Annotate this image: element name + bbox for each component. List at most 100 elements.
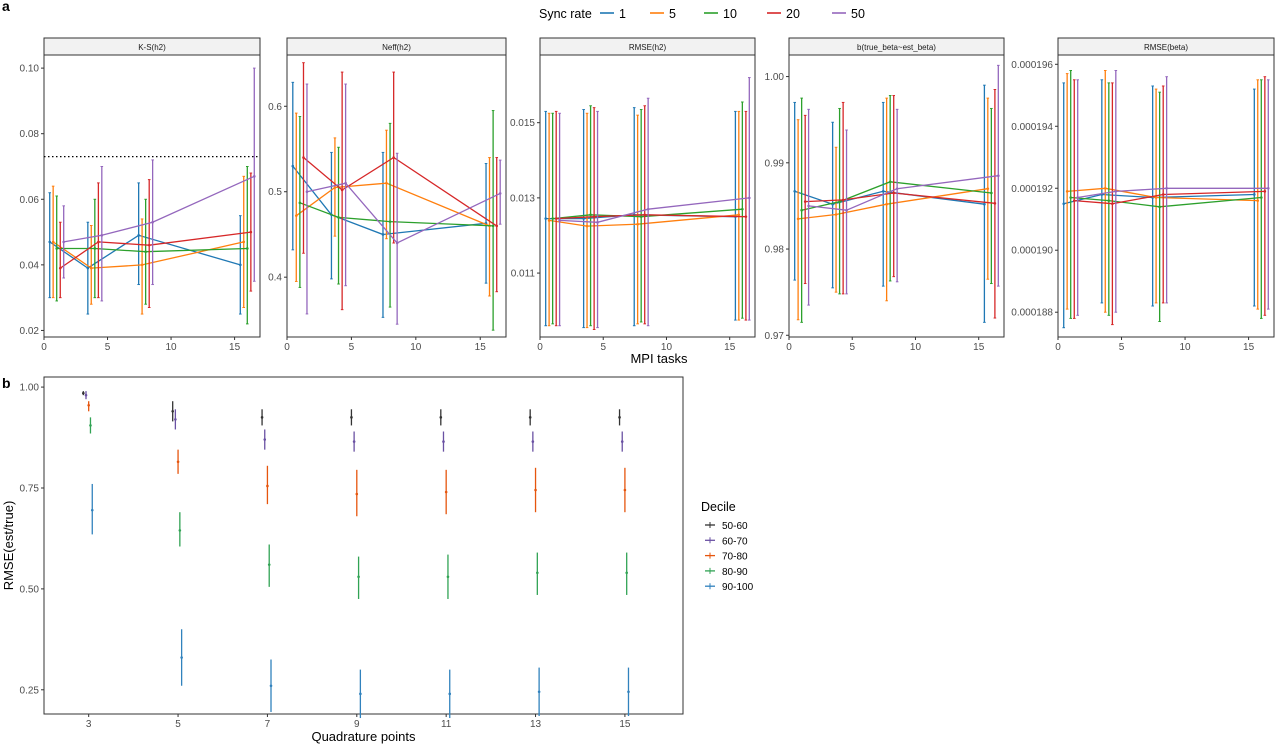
facet-1: K-S(h2) 0.02 0.04 0.06 0.08 0.10 0 5 10 15 (20, 37, 261, 353)
y-tick-label: 0.000190 (1011, 246, 1053, 257)
x-tick-label: 15 (619, 719, 631, 730)
y-tick-label: 0.97 (765, 331, 785, 342)
series-10 (551, 101, 744, 327)
data-point (1076, 196, 1079, 199)
y-tick-label: 0.011 (511, 269, 536, 280)
data-point (350, 416, 353, 419)
data-point (646, 207, 650, 211)
y-tick-label: 0.000188 (1011, 308, 1053, 319)
data-point (807, 204, 810, 208)
data-point (260, 416, 264, 419)
data-point (392, 156, 395, 159)
data-point (48, 240, 52, 244)
data-point (171, 410, 174, 413)
data-point (82, 391, 85, 395)
data-point (444, 490, 448, 494)
data-point (352, 440, 356, 443)
data-point (174, 418, 177, 421)
data-point (1263, 190, 1267, 193)
data-point (737, 213, 741, 217)
series-20 (803, 88, 997, 319)
data-point (90, 508, 94, 512)
x-tick-label: 11 (441, 719, 452, 730)
data-point (1107, 199, 1111, 202)
series-line-10 (299, 202, 494, 227)
data-point (990, 191, 993, 195)
data-point (266, 484, 269, 488)
data-point (547, 219, 551, 222)
data-point (623, 488, 627, 492)
series-50 (807, 64, 1000, 306)
y-tick-label: 0.75 (20, 483, 40, 494)
data-point (1154, 196, 1158, 199)
data-point (269, 684, 273, 688)
series-1 (291, 81, 488, 318)
data-point (344, 181, 347, 185)
data-point (84, 393, 88, 397)
x-tick-label: 5 (849, 342, 855, 353)
data-point (242, 240, 246, 244)
data-point (151, 220, 154, 224)
data-point (1103, 186, 1107, 190)
data-point (87, 403, 90, 407)
series-line-20 (59, 231, 251, 269)
legend-label-90-100: 90-100 (722, 582, 754, 593)
data-point (55, 247, 59, 250)
series-line-5 (295, 182, 490, 227)
facet-title: b(true_beta~est_beta) (857, 43, 936, 52)
data-point (625, 571, 628, 575)
data-point (51, 240, 55, 244)
x-tick-label: 15 (1243, 342, 1255, 353)
x-tick-label: 10 (1179, 342, 1191, 353)
data-point (97, 240, 100, 244)
data-point (58, 266, 62, 270)
y-axis-label-b: RMSE(est/true) (1, 501, 16, 591)
data-point (385, 181, 388, 185)
data-point (180, 656, 183, 659)
y-tick-label: 1.00 (20, 383, 40, 394)
data-point (86, 266, 90, 270)
x-tick-label: 0 (41, 342, 47, 353)
series-5 (294, 112, 491, 297)
data-point (263, 438, 267, 441)
panel-b-tag: b (2, 375, 11, 391)
data-point (537, 690, 541, 694)
data-point (140, 263, 144, 267)
facet-5: RMSE(beta) 0.000188 0.000190 0.000192 0.0001… (1011, 37, 1275, 353)
legend-label-60-70: 60-70 (722, 536, 748, 547)
y-tick-label: 0.10 (20, 64, 40, 75)
y-tick-label: 0.04 (20, 260, 40, 271)
data-point (627, 690, 630, 694)
data-point (618, 416, 621, 419)
x-tick-label: 9 (354, 719, 360, 730)
y-tick-label: 0.99 (765, 158, 785, 169)
data-point (498, 192, 502, 195)
legend-label-80-90: 80-90 (722, 567, 748, 578)
series-10 (800, 95, 993, 323)
legend-label-20: 20 (786, 7, 800, 21)
data-point (531, 440, 535, 443)
data-point (582, 217, 585, 220)
data-point (298, 201, 302, 205)
series-10 (1069, 69, 1263, 323)
x-tick-label: 3 (86, 719, 92, 730)
series-5 (547, 110, 741, 329)
data-point (793, 189, 796, 193)
series-line-50 (1077, 187, 1269, 199)
data-point (147, 243, 151, 247)
data-point (620, 440, 624, 443)
data-point (239, 263, 242, 267)
data-point (267, 563, 271, 566)
series-20 (554, 105, 748, 330)
series-80-90 (89, 417, 628, 599)
data-point (803, 200, 807, 203)
data-point (305, 190, 309, 194)
data-point (1069, 196, 1073, 199)
data-point (395, 241, 399, 245)
data-point (1065, 190, 1069, 193)
x-tick-label: 5 (175, 719, 181, 730)
x-tick-label: 0 (786, 342, 792, 353)
data-point (585, 224, 589, 228)
data-point (592, 215, 596, 218)
data-point (534, 488, 537, 492)
